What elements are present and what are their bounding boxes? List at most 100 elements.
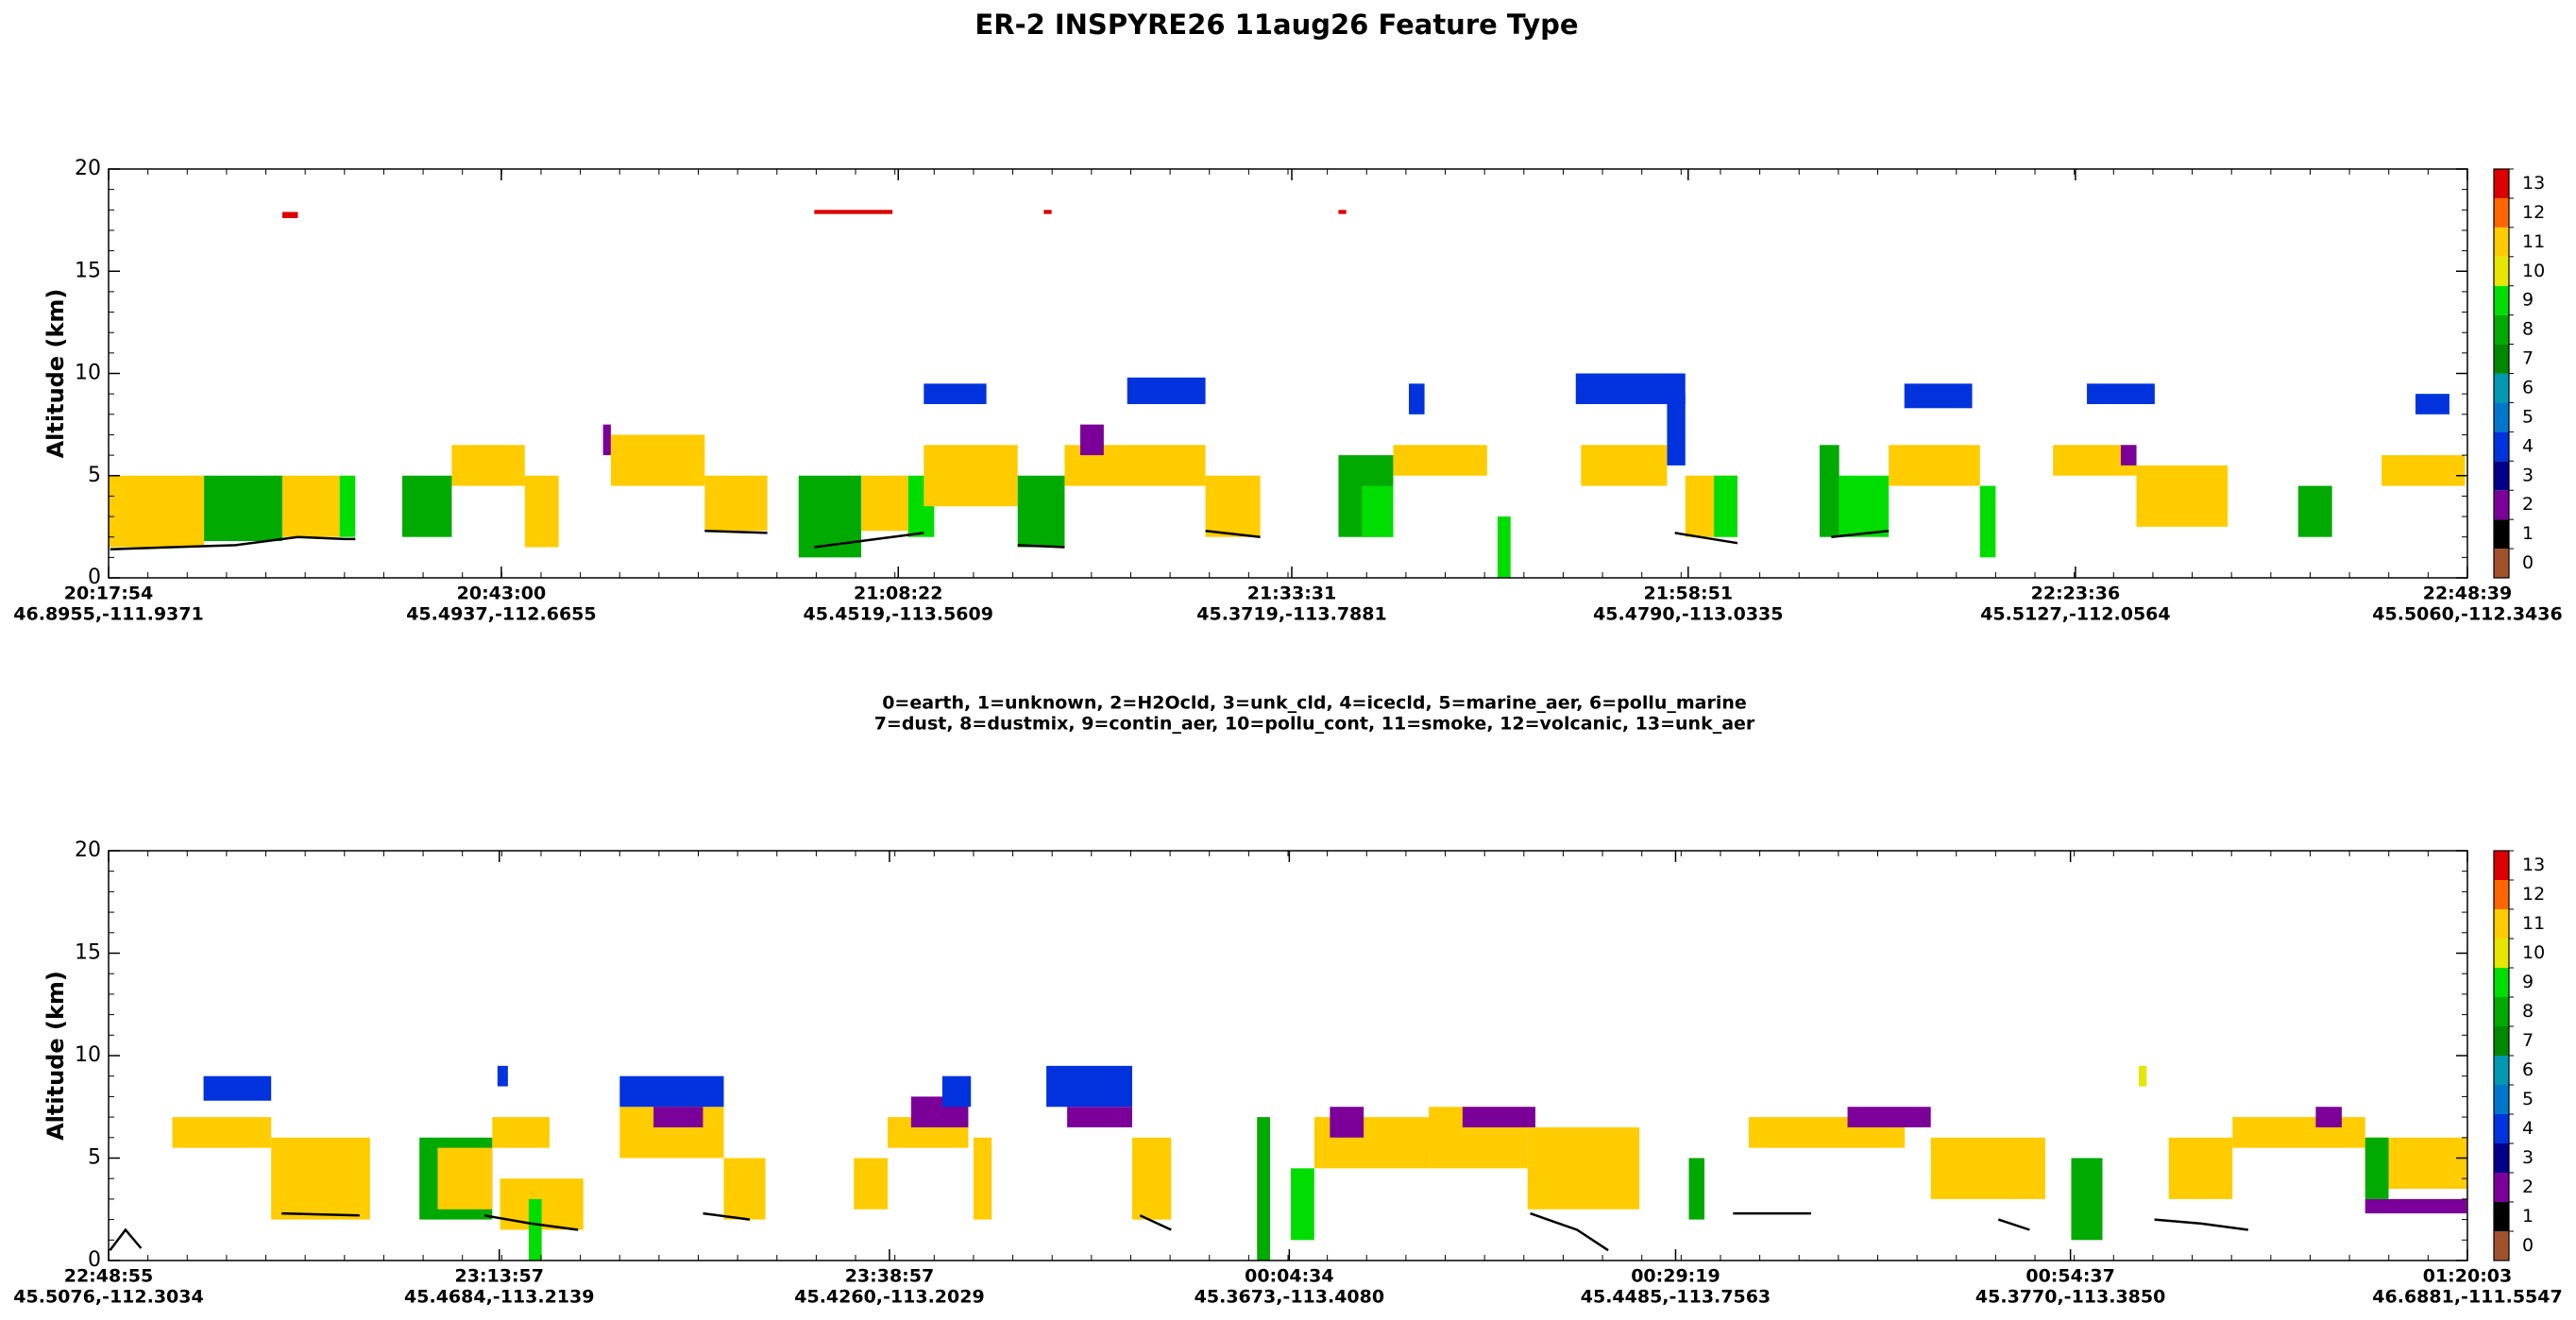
feature-block [437,1147,493,1210]
colorbar-cell [2494,402,2509,432]
feature-block [2136,465,2229,527]
surface-line [110,529,1890,550]
y-tick-label: 10 [75,362,101,385]
y-tick-label: 5 [88,464,101,487]
feature-block [2415,394,2449,415]
colorbar-cell [2494,997,2509,1026]
plot-area [109,210,2466,578]
feature-block [1362,485,1394,537]
feature-block [814,210,893,214]
feature-block [861,475,908,532]
feature-block [1497,516,1511,578]
feature-block [1046,1065,1132,1108]
feature-block [1688,1158,1705,1220]
x-tick-label: 22:48:55 [64,1266,154,1287]
feature-block [1847,1107,1931,1127]
x-tick-label: 21:33:31 [1247,584,1337,604]
feature-block [2071,1158,2103,1241]
x-tick-coord: 45.3719,-113.7881 [1196,604,1386,625]
colorbar-cell [2494,344,2509,374]
feature-block [924,445,1018,507]
x-tick-coord: 45.3673,-113.4080 [1195,1287,1384,1308]
colorbar-label: 11 [2522,913,2545,934]
feature-block [2120,445,2137,465]
y-tick-label: 20 [75,157,101,180]
colorbar-label: 10 [2522,942,2545,963]
feature-block [602,424,611,456]
plot-area [109,1065,2467,1261]
x-tick-coord: 45.4519,-113.5609 [804,604,993,625]
colorbar-cell [2494,461,2509,491]
x-tick-label: 21:58:51 [1644,584,1734,604]
feature-block [1338,210,1347,214]
colorbar-cell [2494,1202,2509,1231]
feature-block [1979,485,1996,558]
colorbar-label: 4 [2522,1118,2534,1139]
feature-block [1839,475,1890,537]
colorbar-label: 8 [2522,319,2534,340]
colorbar-cell [2494,549,2509,578]
colorbar-label: 2 [2522,1176,2534,1197]
colorbar-frame [2493,850,2510,1261]
feature-block [941,1075,972,1108]
feature-block [619,1075,724,1108]
plot-frame [108,168,2468,579]
colorbar-label: 12 [2522,202,2545,223]
x-tick-coord: 45.3770,-113.3850 [1975,1287,2165,1308]
feature-block [109,475,205,548]
feature-block [203,1075,272,1101]
feature-block [854,1158,889,1210]
feature-block [271,1137,370,1220]
feature-block [973,1137,992,1220]
y-tick-label: 15 [75,941,101,965]
x-tick-label: 23:13:57 [454,1266,544,1287]
colorbar-label: 6 [2522,1059,2534,1080]
feature-block [1462,1107,1535,1127]
feature-block [2168,1137,2233,1199]
feature-block [1527,1126,1640,1210]
colorbar-label: 13 [2522,173,2545,194]
colorbar-cell [2494,1231,2509,1261]
colorbar-label: 8 [2522,1001,2534,1022]
feature-block [1257,1117,1270,1261]
feature-block [339,475,356,537]
feature-block [2297,485,2332,537]
colorbar-cell [2494,1143,2509,1173]
colorbar-label: 4 [2522,435,2534,456]
legend-line: 0=earth, 1=unknown, 2=H2Ocld, 3=unk_cld,… [882,693,1747,714]
feature-block [704,475,768,532]
x-tick-label: 00:29:19 [1631,1266,1720,1287]
x-tick-coord: 45.4937,-112.6655 [406,604,596,625]
feature-block [2315,1107,2342,1127]
feature-block [1409,383,1425,415]
feature-block [1291,1168,1314,1241]
feature-block [1017,475,1065,548]
feature-block [798,475,862,558]
feature-block [401,475,452,537]
y-tick-label: 0 [88,566,101,589]
feature-block [1131,1137,1172,1220]
y-axis-label: Altitude (km) [42,289,69,459]
feature-block [1930,1137,2045,1199]
feature-block [497,1065,508,1087]
feature-block [1904,383,1973,409]
feature-block [528,1198,542,1261]
colorbar-label: 13 [2522,855,2545,875]
feature-block [2139,1065,2147,1087]
colorbar-cell [2494,519,2509,550]
feature-block [204,475,282,542]
x-tick-label: 23:38:57 [845,1266,935,1287]
feature-block [2364,1198,2467,1214]
colorbar-cell [2494,851,2509,880]
feature-block [524,475,559,548]
feature-block [723,1158,766,1220]
feature-block [610,434,705,486]
colorbar-label: 12 [2522,884,2545,905]
colorbar-label: 7 [2522,1030,2534,1051]
feature-block [500,1178,584,1230]
x-tick-label: 00:04:34 [1245,1266,1334,1287]
y-tick-label: 5 [88,1146,101,1170]
feature-block [2381,455,2466,486]
x-tick-coord: 45.5060,-112.3436 [2372,604,2562,625]
colorbar-label: 7 [2522,348,2534,369]
